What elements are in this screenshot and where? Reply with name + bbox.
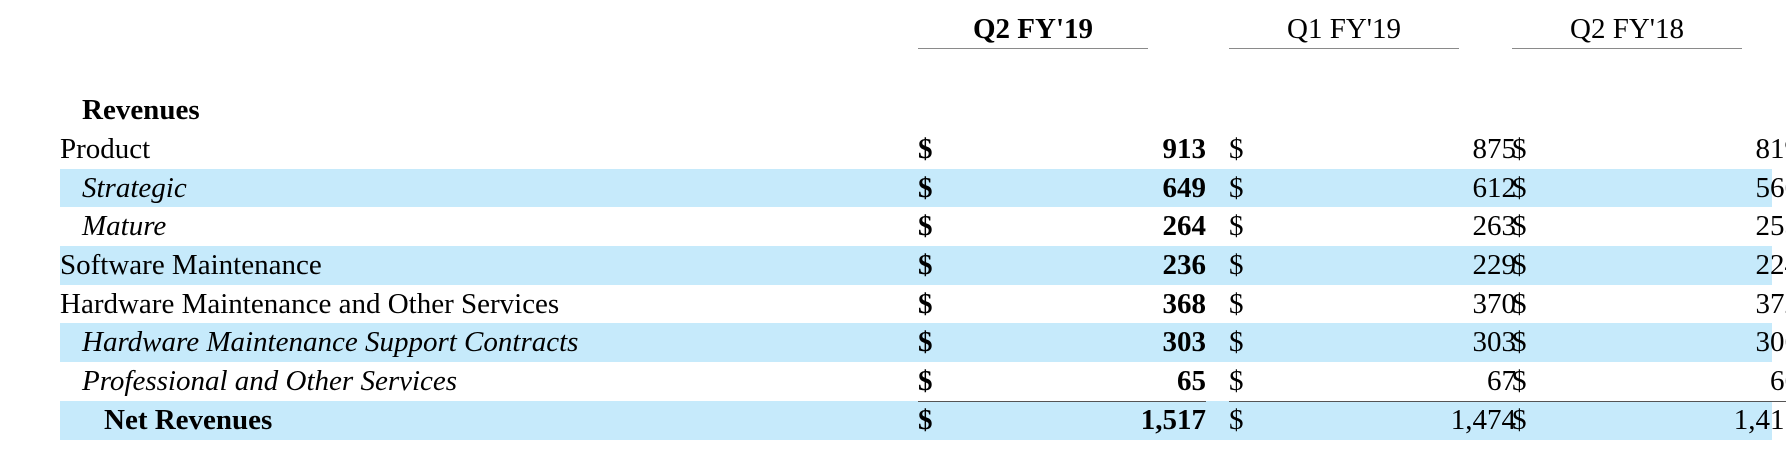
value-q2-fy19: 65 [1177, 365, 1206, 398]
currency-symbol: $ [918, 326, 933, 359]
total-rule [1229, 400, 1517, 402]
value-q1-fy19: 875 [1472, 133, 1517, 165]
currency-symbol: $ [1229, 249, 1244, 282]
value-q2-fy19: 303 [1162, 326, 1207, 359]
row-label: Software Maintenance [60, 249, 322, 282]
table-row-net-revenues: Net Revenues $ 1,517 $ 1,474 $ 1,415 [60, 400, 1786, 440]
value-q2-fy19: 264 [1162, 210, 1207, 243]
value-q2-fy18: 306 [1755, 326, 1786, 359]
column-header-q2-fy18: Q2 FY'18 [1512, 10, 1742, 49]
value-q1-fy19: 1,474 [1450, 403, 1516, 436]
column-header-q2-fy19: Q2 FY'19 [918, 10, 1148, 49]
currency-symbol: $ [918, 171, 933, 204]
currency-symbol: $ [1512, 365, 1527, 398]
revenue-table: Product $ 913 $ 875 $ 819 Strategic $ 64… [60, 130, 1786, 440]
value-q2-fy19: 649 [1162, 171, 1207, 204]
currency-symbol: $ [1229, 403, 1244, 436]
value-q1-fy19: 370 [1472, 287, 1517, 320]
value-q2-fy18: 372 [1755, 287, 1786, 320]
currency-symbol: $ [1512, 403, 1527, 436]
value-q1-fy19: 67 [1487, 365, 1516, 398]
column-header-q1-fy19: Q1 FY'19 [1229, 10, 1459, 49]
table-row-hardware-maintenance-support-contracts: Hardware Maintenance Support Contracts $… [60, 323, 1786, 363]
row-label: Product [60, 133, 151, 165]
currency-symbol: $ [1229, 287, 1244, 320]
value-q2-fy19: 1,517 [1140, 403, 1206, 436]
currency-symbol: $ [918, 403, 933, 436]
currency-symbol: $ [1229, 365, 1244, 398]
value-q2-fy19: 236 [1162, 249, 1207, 282]
row-label: Mature [82, 210, 167, 243]
total-rule [1512, 400, 1786, 402]
table-row-hardware-maintenance-and-other-services: Hardware Maintenance and Other Services … [60, 285, 1786, 324]
table-row-software-maintenance: Software Maintenance $ 236 $ 229 $ 224 [60, 246, 1786, 285]
value-q1-fy19: 612 [1472, 171, 1517, 204]
currency-symbol: $ [1512, 287, 1527, 320]
currency-symbol: $ [918, 287, 933, 320]
row-label: Professional and Other Services [82, 365, 458, 398]
value-q2-fy18: 1,415 [1733, 403, 1786, 436]
total-rule [918, 400, 1206, 402]
value-q2-fy19: 368 [1162, 287, 1207, 320]
currency-symbol: $ [918, 133, 933, 165]
value-q2-fy19: 913 [1162, 133, 1207, 165]
value-q2-fy18: 253 [1755, 210, 1786, 243]
row-label: Hardware Maintenance Support Contracts [82, 326, 579, 359]
section-title-revenues: Revenues [82, 94, 200, 126]
currency-symbol: $ [918, 210, 933, 243]
currency-symbol: $ [1229, 133, 1244, 165]
table-row-mature: Mature $ 264 $ 263 $ 253 [60, 207, 1786, 246]
currency-symbol: $ [918, 365, 933, 398]
value-q2-fy18: 819 [1755, 133, 1786, 165]
table-row-product: Product $ 913 $ 875 $ 819 [60, 130, 1786, 169]
currency-symbol: $ [1512, 249, 1527, 282]
value-q1-fy19: 303 [1472, 326, 1517, 359]
currency-symbol: $ [1512, 171, 1527, 204]
table-row-professional-and-other-services: Professional and Other Services $ 65 $ 6… [60, 362, 1786, 401]
currency-symbol: $ [1229, 171, 1244, 204]
value-q1-fy19: 263 [1472, 210, 1517, 243]
value-q2-fy18: 66 [1770, 365, 1786, 398]
value-q2-fy18: 566 [1755, 171, 1786, 204]
currency-symbol: $ [1229, 210, 1244, 243]
row-label: Hardware Maintenance and Other Services [60, 287, 560, 320]
row-label: Net Revenues [104, 403, 273, 436]
value-q2-fy18: 224 [1755, 249, 1786, 282]
row-label: Strategic [82, 171, 187, 204]
currency-symbol: $ [1512, 210, 1527, 243]
currency-symbol: $ [1229, 326, 1244, 359]
currency-symbol: $ [1512, 133, 1527, 165]
value-q1-fy19: 229 [1472, 249, 1517, 282]
table-row-strategic: Strategic $ 649 $ 612 $ 566 [60, 168, 1786, 208]
currency-symbol: $ [918, 249, 933, 282]
currency-symbol: $ [1512, 326, 1527, 359]
